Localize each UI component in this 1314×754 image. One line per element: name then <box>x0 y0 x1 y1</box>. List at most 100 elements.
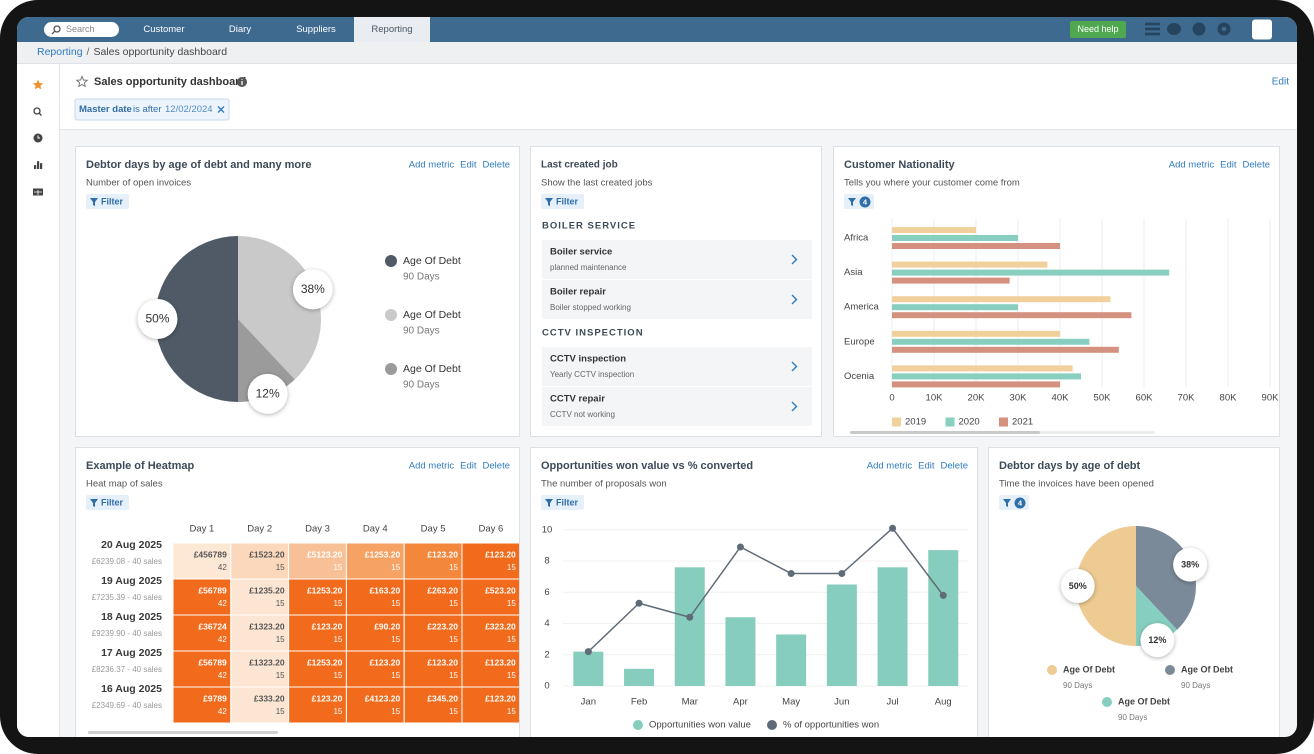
help-label: Need help <box>1077 24 1119 34</box>
bar <box>892 269 1170 276</box>
cell-value: £123.20 <box>427 657 458 667</box>
globe-icon[interactable] <box>1192 22 1206 36</box>
legend-swatch <box>767 720 777 730</box>
panel-title: Example of Heatmap <box>86 460 194 472</box>
cell-count: 42 <box>218 563 227 572</box>
reports-icon-bar <box>34 165 37 169</box>
x-tick-label: 40K <box>1052 393 1070 404</box>
value-label: 50% <box>1069 581 1087 591</box>
cell-value: £1253.20 <box>365 549 401 559</box>
bar <box>892 227 976 233</box>
cell-count: 15 <box>276 707 285 716</box>
filter-icon <box>1003 499 1011 507</box>
x-tick-label: 60K <box>1136 393 1154 404</box>
favorites-icon[interactable] <box>32 79 44 90</box>
column-header: Day 3 <box>305 524 330 535</box>
x-tick-label: Apr <box>733 697 748 708</box>
scroll-thumb[interactable] <box>850 431 1040 434</box>
job-title: CCTV repair <box>550 394 605 405</box>
job-item[interactable] <box>542 347 812 386</box>
filter-remove[interactable] <box>217 106 225 113</box>
panel-action[interactable]: Add metric <box>409 461 455 472</box>
value-label: 38% <box>1181 559 1199 569</box>
panel-title: Customer Nationality <box>844 159 956 171</box>
heat-cell <box>288 686 347 724</box>
help-button[interactable]: Need help <box>1070 21 1126 38</box>
page-title: Sales opportunity dashboard <box>94 76 246 88</box>
panel-action[interactable]: Delete <box>941 461 968 472</box>
panel-action[interactable]: Edit <box>460 160 477 171</box>
search-nav-icon[interactable] <box>33 107 41 115</box>
heat-cell <box>230 614 290 652</box>
legend-label: Opportunities won value <box>649 720 751 731</box>
settings-icon-hole <box>1221 26 1227 32</box>
x-tick-label: 20K <box>968 393 986 404</box>
job-item[interactable] <box>542 387 812 426</box>
tables-icon-lines <box>34 190 42 195</box>
filter-button[interactable] <box>541 194 584 209</box>
cell-value: £123.20 <box>485 657 516 667</box>
cell-count: 15 <box>276 635 285 644</box>
panel-action[interactable]: Edit <box>1220 160 1237 171</box>
cell-count: 15 <box>449 635 458 644</box>
x-tick-label: May <box>782 697 800 708</box>
opportunities-panel-svg: Opportunities won value vs % converted Th… <box>541 460 969 731</box>
breadcrumb-link[interactable]: Reporting <box>37 46 83 58</box>
search-box[interactable]: Search <box>44 22 119 37</box>
user-avatar[interactable] <box>1252 19 1272 40</box>
cell-value: £90.20 <box>374 621 400 631</box>
bar <box>624 668 655 686</box>
filter-button[interactable] <box>86 495 129 510</box>
cell-value: £56789 <box>198 657 227 667</box>
cell-count: 42 <box>218 635 227 644</box>
job-item[interactable] <box>542 280 812 319</box>
cell-value: £323.20 <box>485 621 516 631</box>
nav-tab[interactable]: Suppliers <box>278 17 354 42</box>
panel-action[interactable]: Delete <box>483 160 510 171</box>
panel-action[interactable]: Edit <box>918 461 935 472</box>
last-job-panel-svg: Last created job Show the last created jo… <box>541 160 812 426</box>
bar <box>892 346 1119 353</box>
favorite-toggle[interactable] <box>75 75 89 88</box>
heat-cell <box>403 650 463 688</box>
filter-button[interactable] <box>541 495 584 510</box>
panel-action[interactable]: Add metric <box>1169 160 1215 171</box>
panel-subtitle: Heat map of sales <box>86 479 163 490</box>
filter-label: Filter <box>101 497 124 507</box>
nav-tab[interactable]: Customer <box>126 17 202 42</box>
job-item[interactable] <box>542 240 812 279</box>
heat-cell <box>345 614 405 652</box>
cell-value: £1523.20 <box>249 549 285 559</box>
cell-count: 15 <box>507 671 516 680</box>
recent-icon-hands <box>37 135 40 139</box>
cell-value: £1253.20 <box>307 585 343 595</box>
line-point <box>736 543 744 551</box>
filter-icon <box>545 499 553 507</box>
column-header: Day 6 <box>478 524 503 535</box>
nav-tab[interactable]: Diary <box>202 17 278 42</box>
x-tick-label: Feb <box>631 697 647 708</box>
category-label: Africa <box>844 233 869 244</box>
legend-label: Age Of Debt <box>403 309 461 321</box>
cell-count: 42 <box>218 707 227 716</box>
filter-chip[interactable] <box>74 98 230 121</box>
filter-button[interactable] <box>86 194 129 209</box>
panel-action[interactable]: Edit <box>460 461 477 472</box>
chat-icon[interactable] <box>1167 23 1181 35</box>
panel-action[interactable]: Add metric <box>409 160 455 171</box>
panel-action[interactable]: Delete <box>1243 160 1270 171</box>
line <box>587 527 944 653</box>
heat-cell <box>230 650 290 688</box>
nav-tab[interactable]: Reporting <box>354 17 430 42</box>
edit-link[interactable]: Edit <box>1272 77 1289 88</box>
line-point <box>686 613 694 621</box>
cell-value: £1323.20 <box>249 657 285 667</box>
heat-cell <box>288 578 347 616</box>
panel-action[interactable]: Add metric <box>867 461 913 472</box>
bar <box>725 617 756 686</box>
scroll-thumb[interactable] <box>88 731 278 734</box>
panel-subtitle: The number of proposals won <box>541 479 667 490</box>
panel-action[interactable]: Delete <box>483 461 510 472</box>
filter-icon <box>90 499 98 507</box>
heat-cell <box>230 686 290 724</box>
